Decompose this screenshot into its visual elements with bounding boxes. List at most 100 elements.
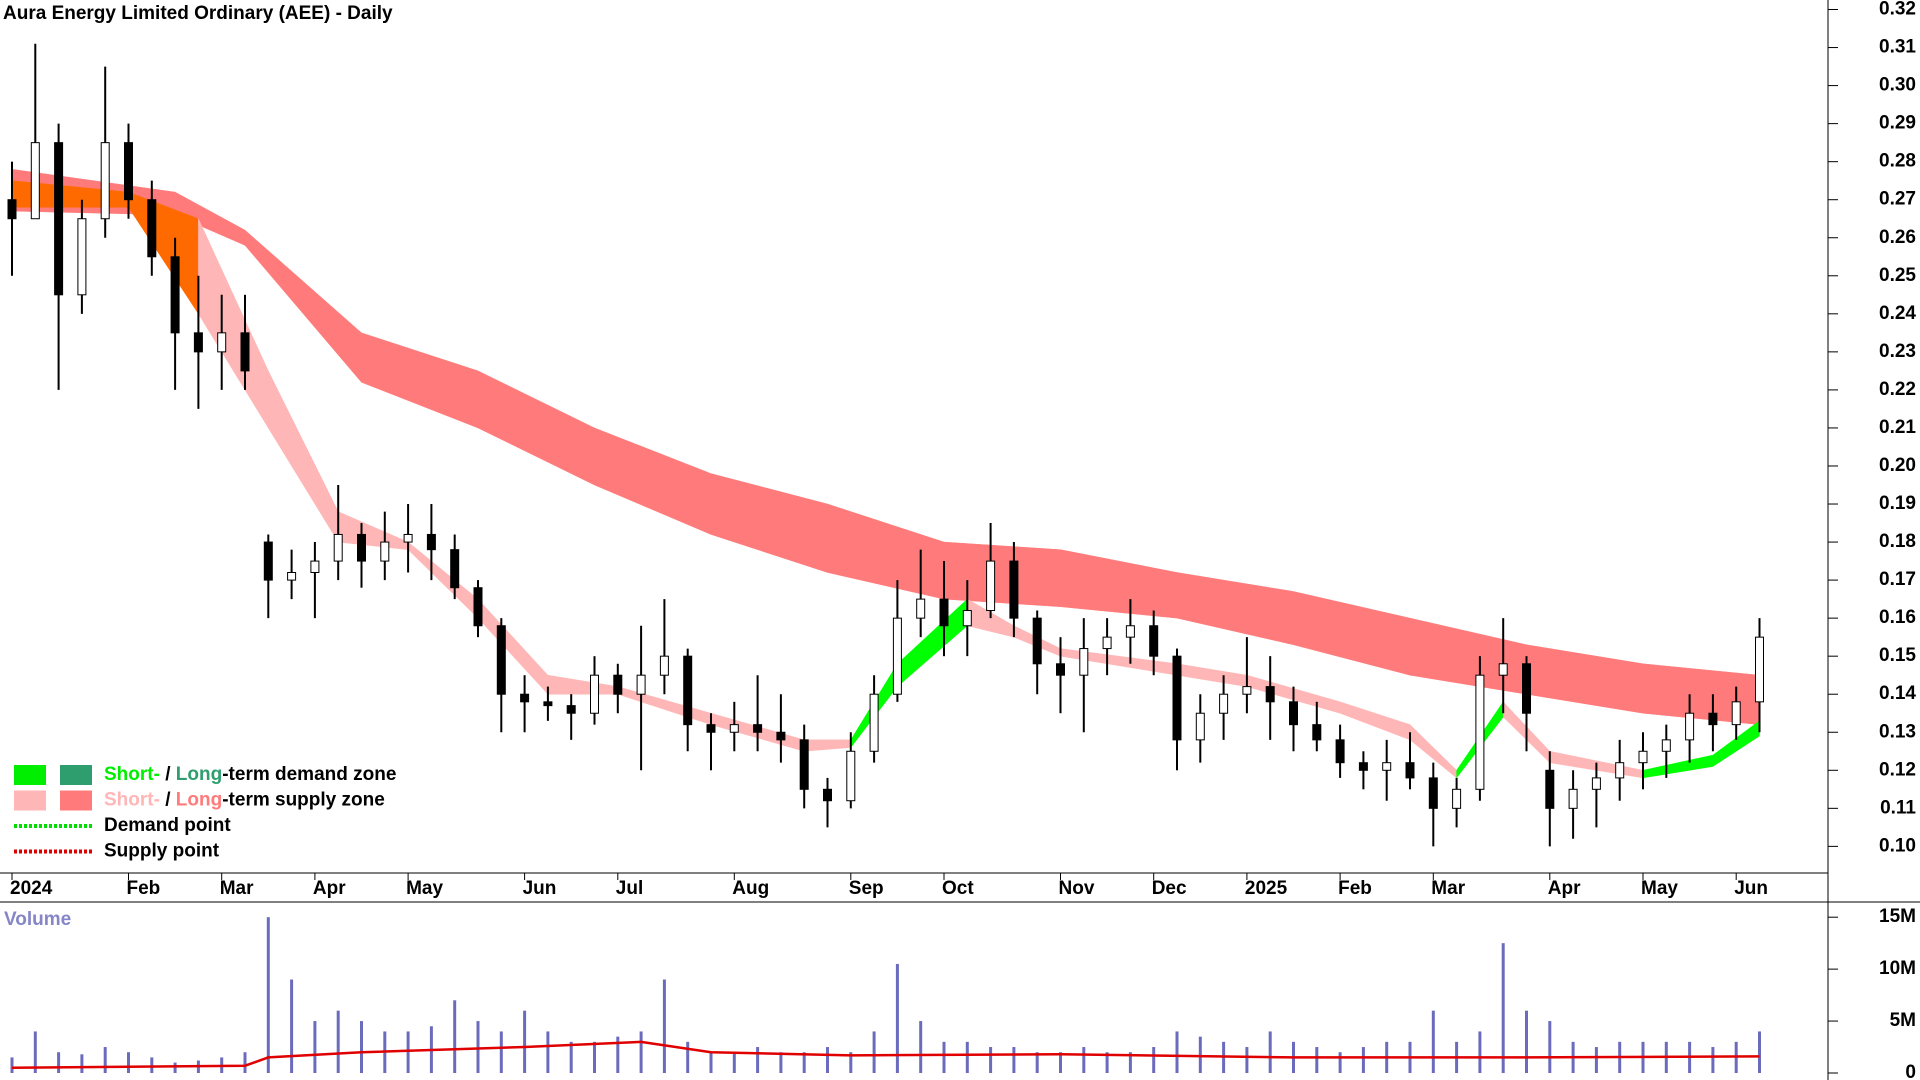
candle-body xyxy=(1056,663,1065,676)
y-tick-label: 0.28 xyxy=(1879,151,1916,172)
y-tick-label: 0 xyxy=(1905,1062,1916,1080)
candle-body xyxy=(729,724,739,733)
x-tick-label: Jul xyxy=(616,878,643,899)
y-tick-label: 0.21 xyxy=(1879,417,1916,438)
x-tick-label: Sep xyxy=(849,878,884,899)
x-tick-label: Aug xyxy=(732,878,769,899)
zone-band xyxy=(943,541,1061,607)
legend-label: Short- / Long-term supply zone xyxy=(104,790,385,811)
legend-text: -term supply zone xyxy=(222,790,385,811)
volume-bar xyxy=(243,1052,247,1073)
legend-text: -term demand zone xyxy=(222,764,396,785)
legend-label: Short- / Long-term demand zone xyxy=(104,764,396,785)
y-tick-label: 0.13 xyxy=(1879,721,1916,742)
volume-bar xyxy=(266,917,270,1073)
volume-bar xyxy=(103,1047,107,1073)
y-tick-label: 0.23 xyxy=(1879,341,1916,362)
candle-body xyxy=(1452,788,1462,809)
y-tick-label: 0.32 xyxy=(1879,0,1916,20)
y-tick-label: 0.15 xyxy=(1879,645,1916,666)
x-tick-label: Apr xyxy=(1548,878,1581,899)
zone-band xyxy=(803,739,852,752)
volume-bar xyxy=(1501,943,1505,1073)
candle-body xyxy=(1102,636,1112,650)
volume-bar xyxy=(1431,1010,1435,1073)
volume-bar xyxy=(313,1021,317,1073)
candle-body xyxy=(1428,777,1438,809)
candle-body xyxy=(1219,693,1229,714)
volume-bar xyxy=(965,1041,969,1073)
volume-bar xyxy=(593,1041,596,1073)
legend-swatch xyxy=(60,790,92,811)
volume-bar xyxy=(616,1036,620,1073)
volume-bar xyxy=(1525,1010,1528,1073)
legend-swatch xyxy=(14,790,46,811)
candle-body xyxy=(636,674,646,695)
candle-body xyxy=(240,332,250,372)
legend-text: / xyxy=(160,790,176,811)
candle-body xyxy=(124,142,133,201)
candle-body xyxy=(333,533,343,562)
volume-bar xyxy=(1594,1047,1598,1073)
volume-bar xyxy=(1175,1031,1179,1073)
volume-bar xyxy=(33,1031,37,1073)
volume-bar xyxy=(523,1010,527,1073)
x-tick-label: Dec xyxy=(1152,878,1187,899)
candle-body xyxy=(1568,788,1578,809)
x-tick-label: Jun xyxy=(1734,878,1768,899)
y-tick-label: 0.20 xyxy=(1879,455,1916,476)
volume-bar xyxy=(989,1047,993,1073)
zone-band xyxy=(827,503,945,600)
candle-body xyxy=(30,142,40,220)
zone-band xyxy=(477,370,595,486)
candle-body xyxy=(54,142,64,296)
x-tick-label: Mar xyxy=(1431,878,1465,899)
candle-body xyxy=(566,705,576,714)
volume-bar xyxy=(1059,1052,1062,1073)
y-tick-label: 0.30 xyxy=(1879,75,1916,96)
volume-title: Volume xyxy=(4,909,71,930)
zone-band xyxy=(710,473,828,573)
candle-body xyxy=(613,674,623,695)
x-tick-label: May xyxy=(1641,878,1678,899)
candle-body xyxy=(1522,663,1531,714)
candle-body xyxy=(683,655,693,726)
volume-bar xyxy=(1198,1036,1202,1073)
volume-bar xyxy=(1105,1052,1109,1073)
candle-body xyxy=(380,541,390,562)
y-tick-label: 0.26 xyxy=(1879,227,1916,248)
candle-body xyxy=(846,750,856,802)
y-tick-label: 10M xyxy=(1879,958,1916,979)
candle-body xyxy=(1265,686,1275,703)
volume-bar xyxy=(453,1000,457,1073)
x-tick-label: Nov xyxy=(1059,878,1095,899)
x-tick-label: Feb xyxy=(1338,878,1372,899)
volume-bar xyxy=(1268,1031,1272,1073)
candle-body xyxy=(869,693,879,752)
candle-body xyxy=(193,332,203,353)
candle-body xyxy=(776,731,786,741)
y-tick-label: 0.10 xyxy=(1879,835,1916,856)
candle-body xyxy=(916,598,926,619)
legend-label: Supply point xyxy=(104,841,220,862)
volume-bar xyxy=(1152,1047,1156,1073)
x-tick-label: 2025 xyxy=(1245,878,1288,899)
legend-text: Long xyxy=(176,790,222,811)
volume-bar xyxy=(1012,1047,1016,1073)
legend-text: Long xyxy=(176,764,222,785)
volume-average xyxy=(11,1040,1760,1070)
volume-bar xyxy=(1548,1021,1552,1073)
candle-body xyxy=(1685,712,1695,741)
volume-bar xyxy=(336,1010,340,1073)
volume-bar xyxy=(709,1052,713,1073)
y-tick-label: 0.12 xyxy=(1879,759,1916,780)
x-tick-label: May xyxy=(406,878,443,899)
volume-bar xyxy=(1315,1047,1319,1073)
candle-body xyxy=(473,587,483,627)
y-tick-label: 0.16 xyxy=(1879,607,1916,628)
candle-body xyxy=(1382,762,1392,771)
candle-body xyxy=(1591,777,1601,790)
y-tick-label: 0.17 xyxy=(1879,569,1916,590)
candle-body xyxy=(1545,769,1555,809)
candle-body xyxy=(1638,750,1648,764)
